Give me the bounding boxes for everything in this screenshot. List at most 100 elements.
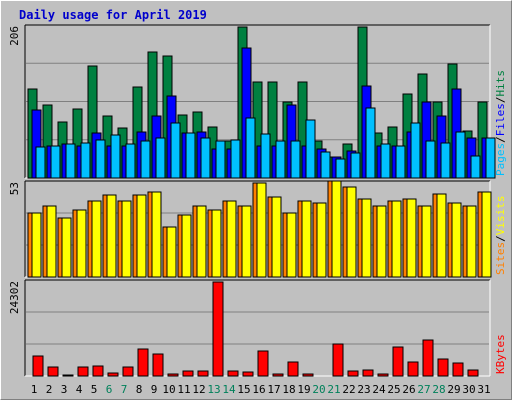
day-tick-label-30: 30 <box>462 383 475 396</box>
day-tick-label-8: 8 <box>136 383 143 396</box>
hits-bar-pages-day-23 <box>365 107 376 179</box>
hits-bar-pages-day-14 <box>230 139 241 179</box>
hits-bar-pages-day-8 <box>140 140 151 179</box>
visits-bar-visits-day-14 <box>226 200 237 278</box>
day-tick-label-13: 13 <box>207 383 220 396</box>
hits-axis-legend-files: Files <box>494 103 507 136</box>
visits-bar-visits-day-9 <box>151 191 162 278</box>
hits-bar-pages-day-20 <box>320 151 331 179</box>
kbytes-bar-kbytes-day-12 <box>197 370 209 377</box>
visits-bar-visits-day-18 <box>286 212 297 278</box>
kbytes-bar-kbytes-day-4 <box>77 366 89 377</box>
hits-axis-legend-separator: / <box>494 97 507 104</box>
day-tick-label-1: 1 <box>31 383 38 396</box>
visits-bar-visits-day-29 <box>451 202 462 278</box>
day-tick-label-23: 23 <box>357 383 370 396</box>
day-tick-label-19: 19 <box>297 383 310 396</box>
day-tick-label-14: 14 <box>222 383 236 396</box>
hits-bar-pages-day-1 <box>35 146 46 179</box>
day-tick-label-24: 24 <box>372 383 386 396</box>
kbytes-axis-legend-kbytes: KBytes <box>494 334 507 374</box>
day-tick-label-11: 11 <box>177 383 190 396</box>
visits-bar-visits-day-30 <box>466 205 477 278</box>
kbytes-bar-kbytes-day-5 <box>92 365 104 377</box>
hits-bar-pages-day-2 <box>50 145 61 179</box>
hits-bar-pages-day-29 <box>455 131 466 179</box>
kbytes-axis-legend: KBytes <box>494 334 507 374</box>
visits-bar-visits-day-27 <box>421 205 432 278</box>
hits-bar-pages-day-31 <box>485 137 496 179</box>
day-tick-label-9: 9 <box>151 383 158 396</box>
day-tick-label-15: 15 <box>237 383 250 396</box>
day-tick-label-20: 20 <box>312 383 325 396</box>
hits-bar-pages-day-16 <box>260 133 271 179</box>
visits-bar-visits-day-4 <box>76 209 87 278</box>
kbytes-bar-kbytes-day-6 <box>107 372 119 377</box>
kbytes-bar-kbytes-day-19 <box>302 373 314 377</box>
hits-bar-pages-day-3 <box>65 143 76 179</box>
visits-bar-visits-day-23 <box>361 198 372 278</box>
kbytes-max-label: 24302 <box>8 281 21 314</box>
visits-bar-visits-day-28 <box>436 193 447 278</box>
kbytes-bar-kbytes-day-15 <box>242 371 254 377</box>
visits-bar-visits-day-26 <box>406 198 417 278</box>
visits-bar-visits-day-25 <box>391 200 402 278</box>
day-tick-label-12: 12 <box>192 383 205 396</box>
kbytes-bar-kbytes-day-3 <box>62 374 74 377</box>
visits-bar-visits-day-12 <box>196 205 207 278</box>
visits-axis-legend-separator: / <box>494 235 507 242</box>
visits-bar-visits-day-3 <box>61 217 72 278</box>
hits-bar-pages-day-11 <box>185 132 196 179</box>
hits-bar-pages-day-24 <box>380 143 391 179</box>
day-tick-label-3: 3 <box>61 383 68 396</box>
kbytes-bar-kbytes-day-21 <box>332 343 344 377</box>
kbytes-bar-kbytes-day-30 <box>467 369 479 377</box>
visits-bar-visits-day-21 <box>331 180 342 278</box>
kbytes-bar-kbytes-day-13 <box>212 281 224 377</box>
kbytes-bar-kbytes-day-9 <box>152 353 164 377</box>
visits-bar-visits-day-7 <box>121 200 132 278</box>
kbytes-bar-kbytes-day-8 <box>137 348 149 377</box>
day-tick-label-18: 18 <box>282 383 295 396</box>
day-tick-label-26: 26 <box>402 383 415 396</box>
visits-max-label: 53 <box>8 182 21 195</box>
kbytes-bar-kbytes-day-26 <box>407 361 419 377</box>
visits-bar-visits-day-31 <box>481 191 492 278</box>
hits-bar-pages-day-27 <box>425 140 436 179</box>
hits-bar-pages-day-13 <box>215 140 226 179</box>
visits-bar-visits-day-24 <box>376 205 387 278</box>
kbytes-bar-kbytes-day-25 <box>392 346 404 377</box>
hits-bar-pages-day-5 <box>95 139 106 179</box>
hits-bar-pages-day-28 <box>440 142 451 179</box>
hits-axis-legend-hits: Hits <box>494 70 507 97</box>
day-tick-label-28: 28 <box>432 383 445 396</box>
visits-bar-visits-day-15 <box>241 205 252 278</box>
day-tick-label-4: 4 <box>76 383 83 396</box>
hits-bar-pages-day-26 <box>410 122 421 179</box>
visits-axis-legend-visits: Visits <box>494 196 507 236</box>
day-tick-label-29: 29 <box>447 383 460 396</box>
visits-bar-visits-day-6 <box>106 194 117 278</box>
hits-bar-pages-day-18 <box>290 140 301 179</box>
day-tick-label-7: 7 <box>121 383 128 396</box>
visits-axis-legend-sites: Sites <box>494 242 507 275</box>
visits-bar-visits-day-8 <box>136 194 147 278</box>
day-tick-label-21: 21 <box>327 383 340 396</box>
visits-bar-visits-day-2 <box>46 205 57 278</box>
hits-bar-pages-day-12 <box>200 137 211 179</box>
kbytes-bar-kbytes-day-11 <box>182 370 194 377</box>
kbytes-bar-kbytes-day-22 <box>347 370 359 377</box>
day-tick-label-25: 25 <box>387 383 400 396</box>
kbytes-bar-kbytes-day-29 <box>452 362 464 377</box>
hits-bar-pages-day-9 <box>155 137 166 179</box>
hits-bar-pages-day-7 <box>125 143 136 179</box>
visits-bar-visits-day-13 <box>211 209 222 278</box>
visits-bar-visits-day-22 <box>346 186 357 278</box>
day-tick-label-2: 2 <box>46 383 53 396</box>
kbytes-bar-kbytes-day-10 <box>167 373 179 377</box>
hits-bar-pages-day-22 <box>350 152 361 179</box>
kbytes-bar-kbytes-day-17 <box>272 373 284 377</box>
hits-bar-pages-day-10 <box>170 122 181 179</box>
hits-bar-pages-day-30 <box>470 155 481 179</box>
